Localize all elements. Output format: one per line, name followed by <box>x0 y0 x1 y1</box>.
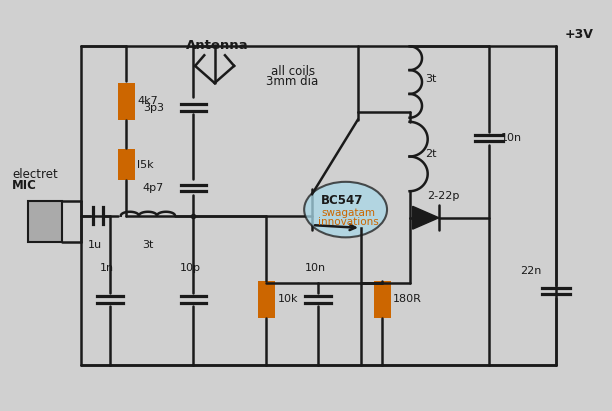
Text: 3t: 3t <box>142 240 153 250</box>
Bar <box>373 281 390 318</box>
Bar <box>118 83 135 120</box>
Text: 1n: 1n <box>100 263 114 273</box>
Text: 22n: 22n <box>520 266 542 276</box>
Text: 10k: 10k <box>277 294 298 305</box>
Text: 2t: 2t <box>425 150 436 159</box>
Text: 10n: 10n <box>501 133 522 143</box>
Text: 180R: 180R <box>393 294 422 305</box>
Text: electret: electret <box>12 169 58 181</box>
Text: 2-22p: 2-22p <box>427 192 459 201</box>
Text: innovations: innovations <box>318 217 379 227</box>
Text: MIC: MIC <box>12 180 37 192</box>
Polygon shape <box>412 206 439 229</box>
Text: 3mm dia: 3mm dia <box>266 75 319 88</box>
Text: 1u: 1u <box>88 240 102 250</box>
Text: 10n: 10n <box>305 263 326 273</box>
Text: swagatam: swagatam <box>322 208 376 218</box>
Text: 3t: 3t <box>425 74 436 84</box>
Text: BC547: BC547 <box>321 194 364 207</box>
Bar <box>29 201 62 242</box>
Bar <box>118 149 135 180</box>
Text: all coils: all coils <box>271 65 315 78</box>
Text: 10p: 10p <box>180 263 201 273</box>
Text: 4p7: 4p7 <box>143 183 164 193</box>
Text: +3V: +3V <box>565 28 594 41</box>
Circle shape <box>304 182 387 237</box>
Text: l5k: l5k <box>137 160 154 170</box>
Text: Antenna: Antenna <box>186 39 249 53</box>
Text: 4k7: 4k7 <box>137 97 158 106</box>
Text: 3p3: 3p3 <box>143 102 164 113</box>
Bar <box>258 281 275 318</box>
